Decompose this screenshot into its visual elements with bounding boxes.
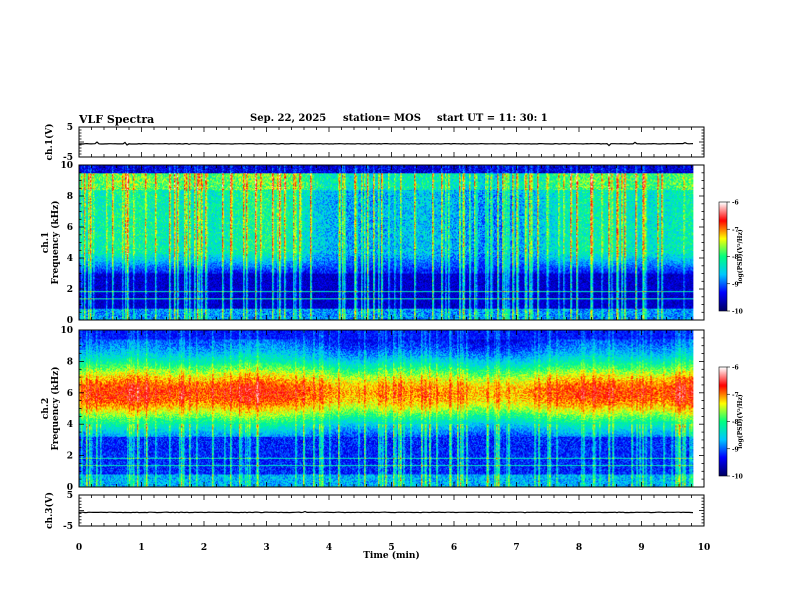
x-tick-label: 7 bbox=[513, 543, 519, 553]
x-tick-label: 4 bbox=[326, 543, 332, 553]
station-label: station= MOS bbox=[343, 113, 421, 124]
ch1-waveform-trace bbox=[78, 141, 694, 147]
colorbar-2: -6 -7 -8 -9 -10 log(PSD)(V²/Hz) bbox=[718, 365, 744, 481]
ch2-spectrogram-channel-label: ch.2 bbox=[41, 398, 51, 419]
x-tick-label: 6 bbox=[451, 543, 457, 553]
colorbar-tick-label: -9 bbox=[732, 446, 739, 453]
colorbar-tick-label: -7 bbox=[732, 227, 739, 234]
x-tick-label: 3 bbox=[263, 543, 269, 553]
ch1-spectrogram-panel: 0 2 4 6 8 10 ch.1 Frequency (kHz) bbox=[41, 161, 705, 326]
ch2-spectrogram-ylabel: Frequency (kHz) bbox=[50, 366, 61, 450]
colorbar-tick-label: -8 bbox=[732, 254, 739, 261]
ch2-spectrogram-image bbox=[79, 330, 694, 487]
x-tick-label: 5 bbox=[388, 543, 394, 553]
colorbar-tick-label: -10 bbox=[732, 309, 743, 316]
colorbar-label: log(PSD)(V²/Hz) bbox=[737, 394, 744, 449]
x-tick-label: 2 bbox=[201, 543, 207, 553]
y-tick-label: 5 bbox=[67, 123, 73, 133]
start-time-label: start UT = 11: 30: 1 bbox=[437, 113, 548, 124]
ch3-waveform-panel: 5 -5 ch.3(V) bbox=[44, 491, 705, 532]
colorbar-1: -6 -7 -8 -9 -10 log(PSD)(V²/Hz) bbox=[718, 200, 744, 316]
colorbar-tick-label: -10 bbox=[732, 474, 743, 481]
y-tick-label: 8 bbox=[67, 357, 73, 367]
ch3-waveform-ylabel: ch.3(V) bbox=[44, 492, 55, 529]
colorbar-tick-label: -9 bbox=[732, 281, 739, 288]
colorbar-gradient bbox=[719, 367, 727, 476]
x-tick-label: 0 bbox=[76, 543, 82, 553]
x-tick-label: 10 bbox=[698, 543, 711, 553]
date-label: Sep. 22, 2025 bbox=[250, 113, 327, 124]
x-axis-label: Time (min) bbox=[363, 550, 420, 561]
x-tick-label: 9 bbox=[638, 543, 644, 553]
ch1-waveform-ylabel: ch.1(V) bbox=[44, 124, 55, 161]
figure-title: VLF Spectra bbox=[79, 113, 155, 126]
x-tick-label: 1 bbox=[138, 543, 144, 553]
y-tick-label: 0 bbox=[67, 316, 73, 326]
y-tick-label: 6 bbox=[67, 389, 73, 399]
y-tick-label: -5 bbox=[63, 153, 73, 163]
ch1-spectrogram-image bbox=[79, 165, 694, 320]
ch1-spectrogram-ylabel: Frequency (kHz) bbox=[50, 200, 61, 284]
y-tick-label: 8 bbox=[67, 192, 73, 202]
ch1-waveform-panel: 5 -5 ch.1(V) bbox=[44, 123, 705, 163]
y-tick-label: -5 bbox=[63, 522, 73, 532]
y-tick-label: 2 bbox=[67, 452, 73, 462]
colorbar-tick-label: -6 bbox=[732, 200, 739, 207]
y-tick-label: 6 bbox=[67, 223, 73, 233]
ch3-waveform-trace bbox=[78, 510, 694, 514]
y-tick-label: 2 bbox=[67, 285, 73, 295]
y-tick-label: 10 bbox=[60, 161, 73, 171]
y-tick-label: 0 bbox=[67, 483, 73, 493]
ch1-spectrogram-channel-label: ch.1 bbox=[41, 232, 51, 253]
y-tick-label: 4 bbox=[67, 420, 73, 430]
colorbar-label: log(PSD)(V²/Hz) bbox=[737, 229, 744, 284]
colorbar-tick-label: -8 bbox=[732, 419, 739, 426]
colorbar-tick-label: -6 bbox=[732, 365, 739, 372]
y-tick-label: 4 bbox=[67, 254, 73, 264]
y-tick-label: 10 bbox=[60, 326, 73, 336]
y-tick-label: 5 bbox=[67, 491, 73, 501]
x-tick-label: 8 bbox=[576, 543, 582, 553]
colorbar-gradient bbox=[719, 202, 727, 311]
ch2-spectrogram-panel: 0 2 4 6 8 10 ch.2 Frequency (kHz) bbox=[41, 326, 705, 493]
colorbar-tick-label: -7 bbox=[732, 392, 739, 399]
